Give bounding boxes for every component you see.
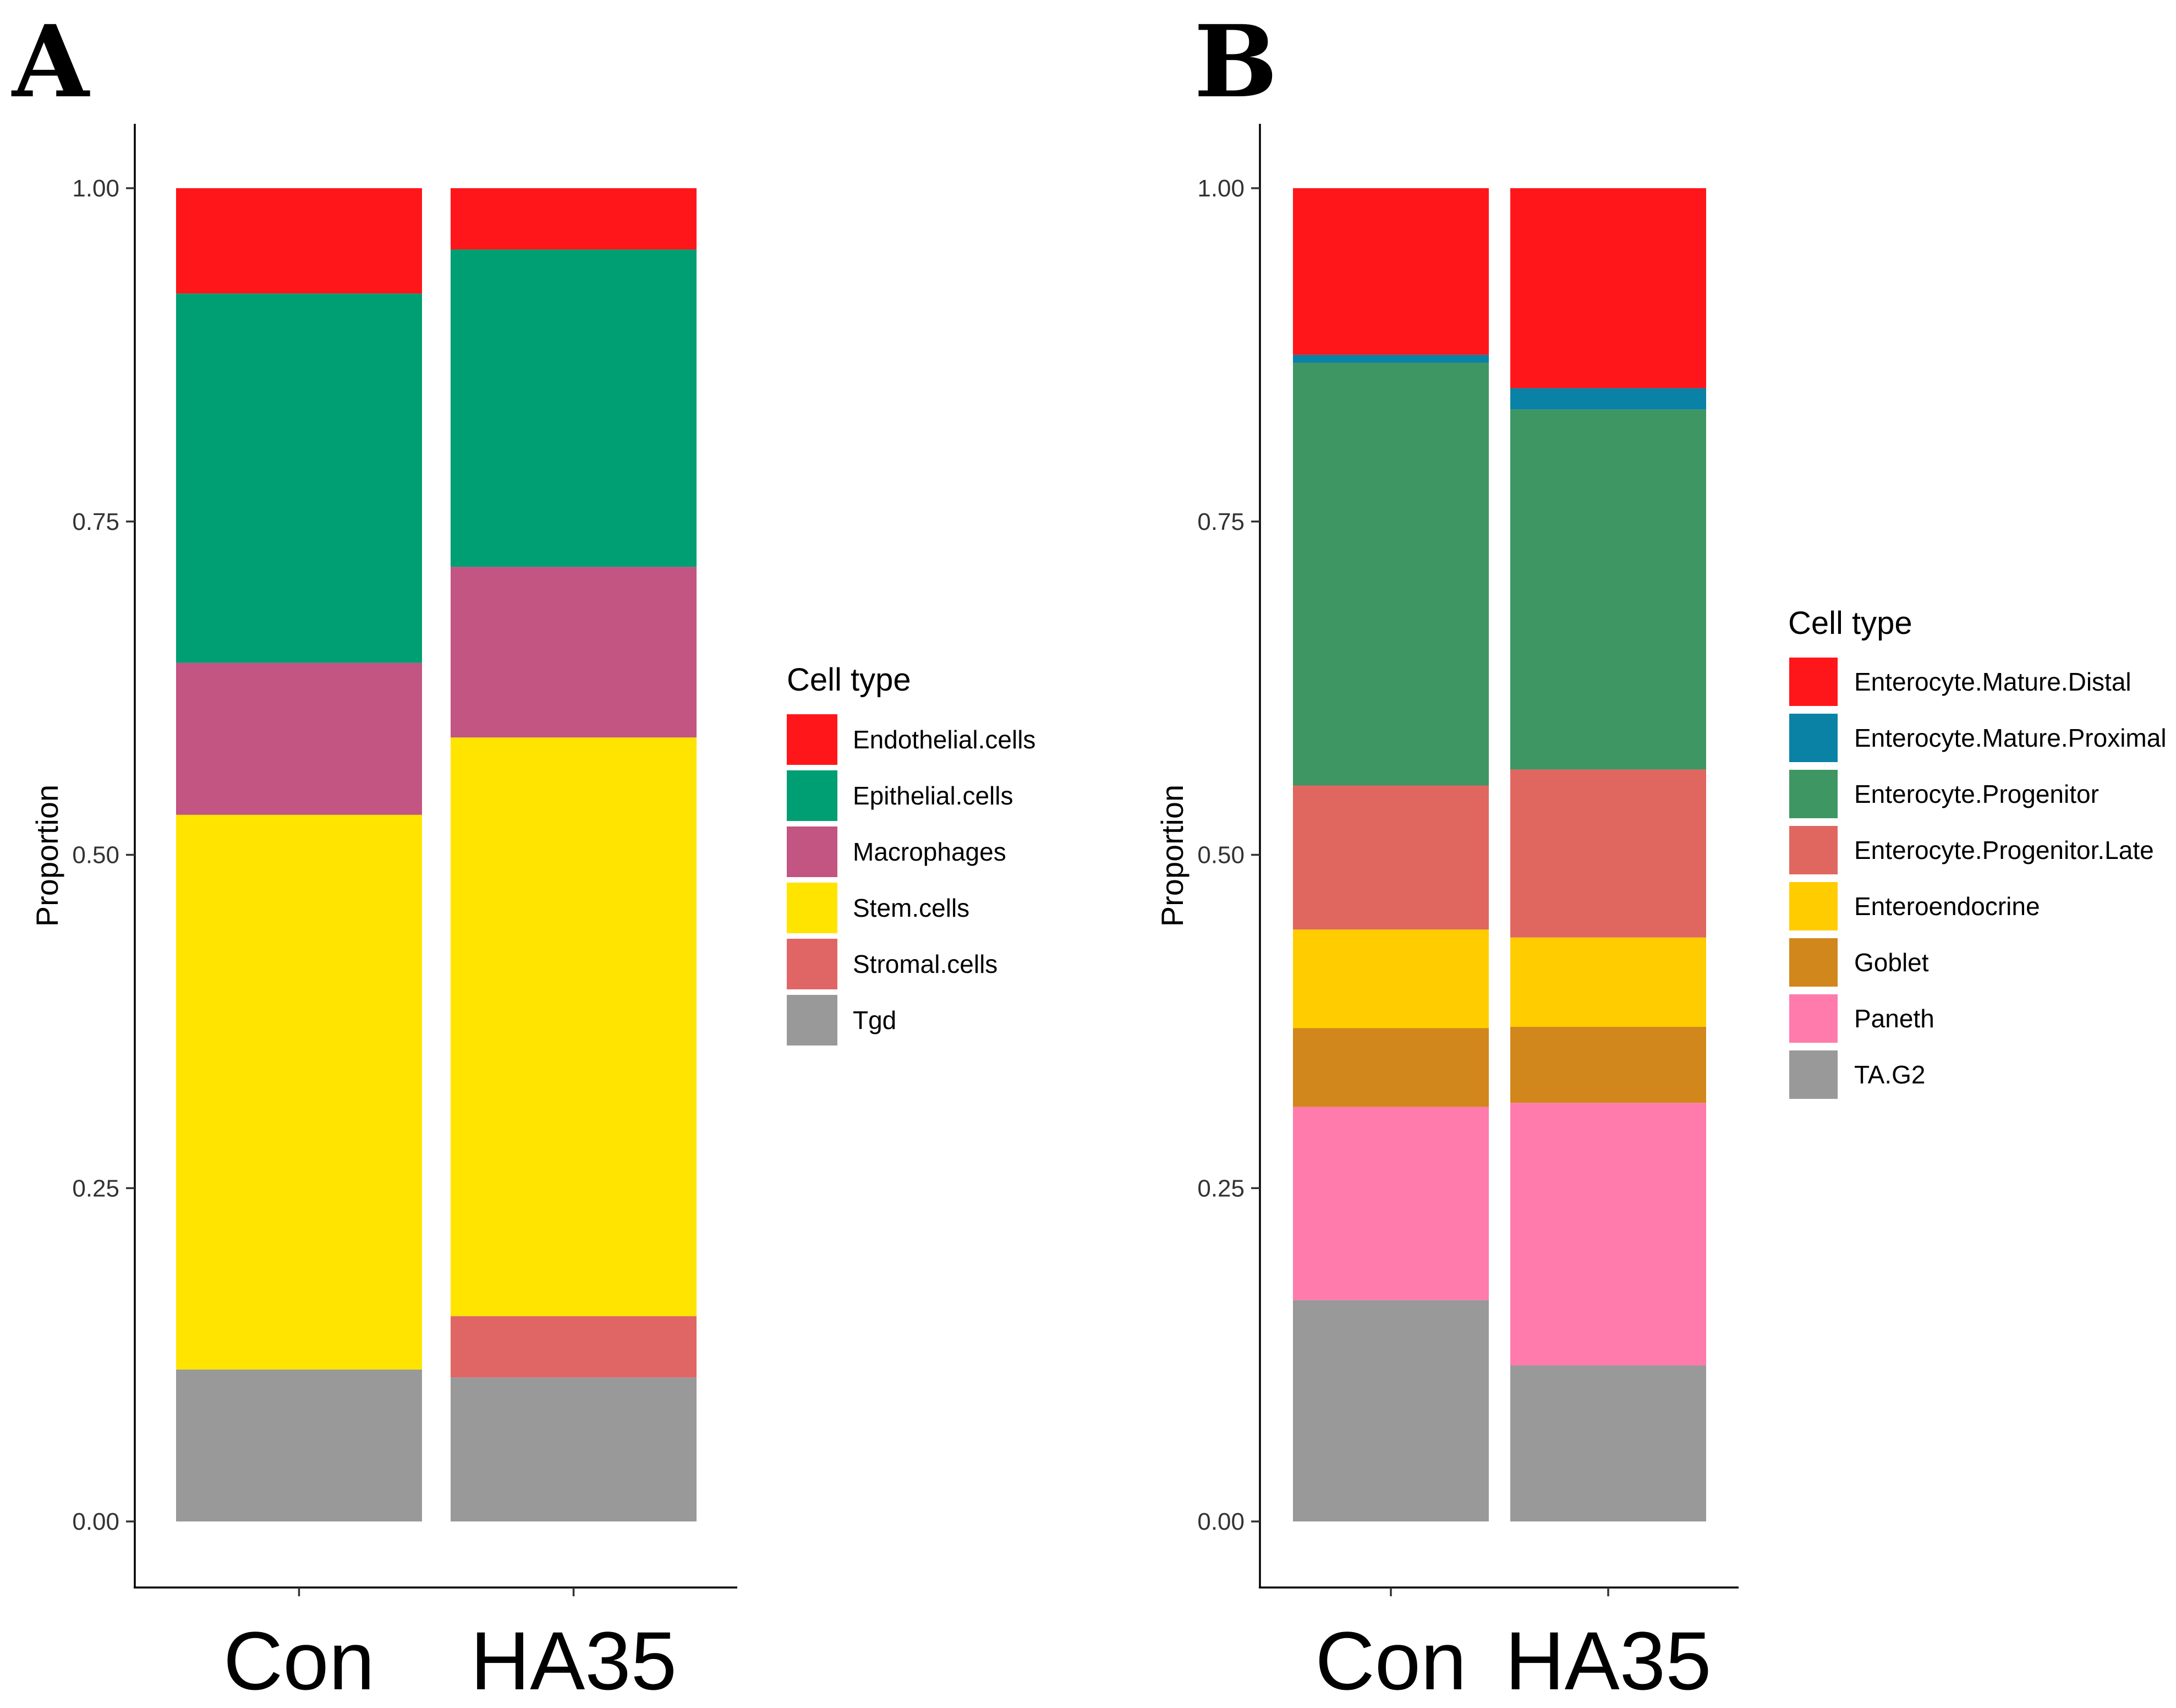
legend-swatch-paneth [1789,994,1838,1043]
legend-label: Endothelial.cells [853,725,1035,754]
bar-ha35-paneth [1510,1103,1706,1366]
bar-con-enterocyte-progenitor [1293,363,1489,786]
legend-label: Tgd [853,1006,896,1034]
bar-ha35-stromal-cells [451,1316,697,1378]
x-category-label-ha35: HA35 [470,1614,677,1707]
legend-swatch-enterocyte-mature-distal [1789,658,1838,706]
legend-label: Macrophages [853,837,1006,866]
y-tick-label: 0.75 [72,508,119,535]
bar-con-goblet [1293,1028,1489,1107]
bar-ha35-stem-cells [451,737,697,1316]
legend-swatch-endothelial-cells [787,714,837,765]
y-tick-label: 0.00 [72,1508,119,1535]
panel-b: B 0.00 0.25 0.50 0.75 1.00 Con HA35 Proportio… [1155,4,2167,1707]
legend-label: Enterocyte.Progenitor [1854,780,2099,808]
x-ticks-a: Con HA35 [223,1587,677,1707]
bars-b [1293,188,1706,1521]
legend-swatch-enteroendocrine [1789,882,1838,930]
bar-ha35-enterocyte-mature-distal [1510,188,1706,388]
legend-label: TA.G2 [1854,1060,1926,1089]
bar-con-enterocyte-mature-distal [1293,188,1489,355]
bar-ha35-tgd [451,1377,697,1521]
legend-swatch-macrophages [787,826,837,877]
legend-swatch-enterocyte-progenitor-late [1789,826,1838,874]
x-category-label-con: Con [223,1614,375,1707]
legend-swatch-goblet [1789,938,1838,987]
panel-a: A 0.00 0.25 0.50 0.75 1.00 Con HA35 Proportio… [11,4,1035,1707]
legend-label: Stem.cells [853,894,969,922]
legend-label: Paneth [1854,1004,1934,1033]
legend-label: Enterocyte.Mature.Distal [1854,667,2131,696]
y-ticks-b: 0.00 0.25 0.50 0.75 1.00 [1197,175,1260,1535]
legend-label: Stromal.cells [853,950,997,978]
legend-swatch-epithelial-cells [787,770,837,821]
bar-ha35-enterocyte-mature-proximal [1510,388,1706,410]
bar-con-stem-cells [176,814,422,1370]
legend-title-a: Cell type [787,662,911,698]
legend-title-b: Cell type [1788,605,1912,641]
y-tick-label: 1.00 [1197,175,1245,202]
y-tick-label: 0.00 [1197,1508,1245,1535]
bars-a [176,188,697,1521]
y-tick-label: 0.50 [72,842,119,869]
legend-label: Enterocyte.Mature.Proximal [1854,724,2167,752]
legend-a: Cell type Endothelial.cells Epithelial.ce… [787,662,1035,1045]
legend-swatch-stromal-cells [787,939,837,989]
legend-label: Epithelial.cells [853,781,1013,810]
x-ticks-b: Con HA35 [1315,1587,1712,1707]
bar-ha35-endothelial-cells [451,188,697,250]
bar-con-epithelial-cells [176,293,422,663]
legend-label: Enteroendocrine [1854,892,2040,921]
legend-b: Cell type Enterocyte.Mature.Distal Entero… [1788,605,2167,1099]
y-tick-label: 0.75 [1197,508,1245,535]
legend-label: Goblet [1854,948,1929,977]
legend-swatch-enterocyte-mature-proximal [1789,714,1838,762]
y-tick-label: 0.25 [1197,1175,1245,1202]
bar-ha35-ta-g2 [1510,1365,1706,1521]
panel-label-a: A [11,4,90,120]
legend-swatch-tgd [787,995,837,1045]
legend-swatch-stem-cells [787,883,837,933]
bar-ha35-enterocyte-progenitor-late [1510,769,1706,938]
x-category-label-ha35: HA35 [1505,1614,1711,1707]
bar-con-enteroendocrine [1293,929,1489,1028]
bar-con-ta-g2 [1293,1300,1489,1521]
y-tick-label: 1.00 [72,175,119,202]
legend-swatch-ta-g2 [1789,1050,1838,1099]
y-axis-label-b: Proportion [1155,785,1190,927]
bar-ha35-goblet [1510,1027,1706,1103]
legend-swatch-enterocyte-progenitor [1789,770,1838,818]
bar-con-tgd [176,1369,422,1521]
bar-con-endothelial-cells [176,188,422,294]
panel-label-b: B [1194,4,1278,120]
bar-ha35-enterocyte-progenitor [1510,409,1706,770]
y-tick-label: 0.25 [72,1175,119,1202]
y-ticks-a: 0.00 0.25 0.50 0.75 1.00 [72,175,135,1535]
x-category-label-con: Con [1315,1614,1466,1707]
y-tick-label: 0.50 [1197,842,1245,869]
bar-ha35-enteroendocrine [1510,937,1706,1027]
bar-con-macrophages [176,663,422,815]
legend-label: Enterocyte.Progenitor.Late [1854,836,2154,864]
bar-ha35-macrophages [451,567,697,738]
bar-con-enterocyte-mature-proximal [1293,354,1489,363]
bar-ha35-epithelial-cells [451,249,697,567]
bar-con-enterocyte-progenitor-late [1293,785,1489,930]
y-axis-label-a: Proportion [30,785,64,927]
bar-con-paneth [1293,1107,1489,1300]
